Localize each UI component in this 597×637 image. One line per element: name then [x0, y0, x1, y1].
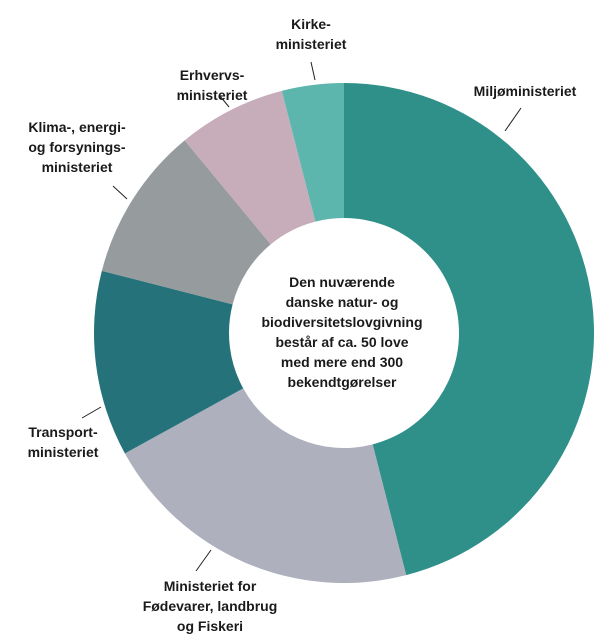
label-line: ministeriet — [42, 159, 113, 175]
center-line: Den nuværende — [289, 274, 395, 290]
category-label: Transport-ministeriet — [28, 424, 99, 460]
label-line: ministeriet — [28, 444, 99, 460]
category-label: Ministeriet for Fødevarer, landbrug og Fis… — [143, 578, 278, 634]
donut-slice — [94, 270, 244, 454]
label-line: ministeriet — [276, 36, 347, 52]
label-line: Ministeriet for — [164, 578, 257, 594]
center-line: biodiversitetslovgivning — [261, 314, 422, 330]
center-text: Den nuværende danske natur- og biodiversit… — [261, 274, 422, 390]
leader-line — [112, 185, 128, 200]
category-label: Miljøministeriet — [474, 83, 577, 99]
label-line: Fødevarer, landbrug — [143, 598, 278, 614]
leader-line — [310, 61, 316, 81]
leader-line — [504, 107, 522, 132]
label-line: ministeriet — [177, 87, 248, 103]
center-line: består af ca. 50 love — [275, 334, 408, 350]
label-line: og forsynings- — [28, 139, 126, 155]
label-line: Kirke- — [291, 16, 331, 32]
center-line: med mere end 300 — [281, 354, 403, 370]
category-label: Klima-, energi-og forsynings-ministeriet — [28, 119, 126, 175]
category-label: Kirke-ministeriet — [276, 16, 347, 52]
donut-slice — [184, 90, 316, 245]
label-line: Klima-, energi- — [28, 119, 126, 135]
label-line: Transport- — [28, 424, 98, 440]
label-line: Erhvervs- — [180, 67, 245, 83]
donut-slice — [101, 140, 271, 305]
donut-slice — [124, 388, 407, 584]
donut-slice — [281, 83, 344, 222]
label-line: og Fiskeri — [177, 618, 243, 634]
leader-line — [81, 406, 102, 419]
label-line: Miljøministeriet — [474, 83, 577, 99]
donut-slice — [344, 83, 595, 576]
leader-line — [219, 95, 230, 108]
leader-line — [195, 549, 212, 572]
category-label: Erhvervs-ministeriet — [177, 67, 248, 103]
center-line: bekendtgørelser — [288, 374, 397, 390]
center-line: danske natur- og — [286, 294, 399, 310]
